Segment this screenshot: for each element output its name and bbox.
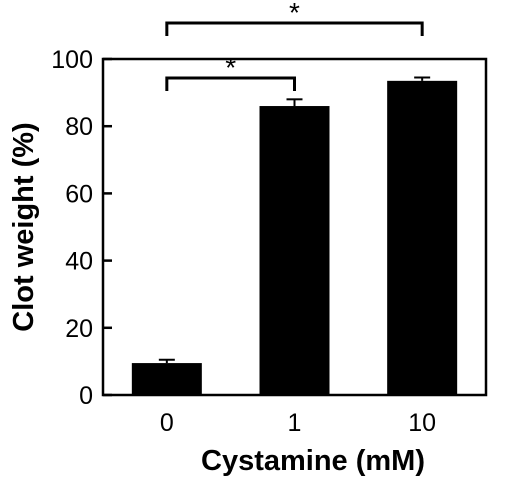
y-tick-label: 20 xyxy=(65,315,93,343)
y-tick-label: 80 xyxy=(65,113,93,141)
bar xyxy=(387,80,458,395)
x-axis-ticks: 0 1 10 xyxy=(160,386,436,437)
y-tick-label: 60 xyxy=(65,180,93,208)
y-tick-label: 40 xyxy=(65,248,93,276)
error-bars xyxy=(158,76,431,364)
bars xyxy=(131,80,458,395)
bar xyxy=(259,106,330,395)
y-tick-label: 100 xyxy=(51,46,93,74)
y-axis-title: Clot weight (%) xyxy=(8,122,40,331)
significance-bracket xyxy=(165,21,424,36)
x-tick-label: 1 xyxy=(288,409,302,437)
significance-brackets: ** xyxy=(165,0,424,91)
x-tick-label: 0 xyxy=(160,409,174,437)
significance-label: * xyxy=(289,0,300,28)
x-axis-title: Cystamine (mM) xyxy=(201,445,425,477)
significance-label: * xyxy=(225,52,236,83)
x-tick-label: 10 xyxy=(408,409,436,437)
y-tick-label: 0 xyxy=(79,382,93,410)
significance-bracket xyxy=(165,76,296,91)
y-axis-ticks: 0 20 40 60 80 100 xyxy=(51,46,112,410)
